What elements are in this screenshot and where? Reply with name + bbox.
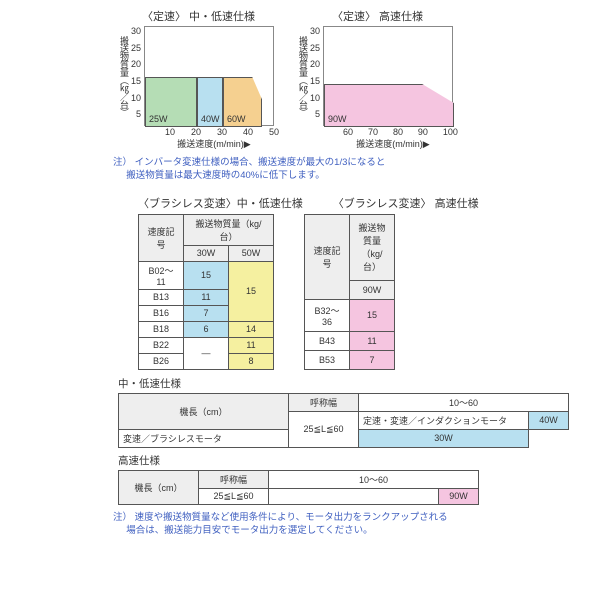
chart-title: 〈定速〉 高速仕様 — [297, 8, 458, 24]
table-brushless-high: 速度記号搬送物質量（kg/台）90WB32～3615B4311B537 — [304, 214, 395, 370]
x-axis-label: 搬送速度(m/min)▶ — [149, 137, 279, 150]
table-brushless-low: 速度記号搬送物質量（kg/台）30W50WB02～111515B1311B167… — [138, 214, 274, 370]
note-2: 注） 速度や搬送物質量など使用条件により、モータ出力をランクアップされる 場合は… — [113, 511, 592, 538]
chart-left: 〈定速〉 中・低速仕様 搬送物質量（㎏／台） 30252015105 25W40… — [118, 8, 279, 150]
note-line: インバータ変速仕様の場合、搬送速度が最大の1/3になると — [135, 157, 386, 168]
spec-table-high: 機長（cm）呼称幅10～6025≦L≦6090W — [118, 470, 479, 505]
x-ticks: 1020304050 — [149, 126, 279, 137]
charts-container: 〈定速〉 中・低速仕様 搬送物質量（㎏／台） 30252015105 25W40… — [8, 8, 592, 150]
chart-right: 〈定速〉 高速仕様 搬送物質量（㎏／台） 30252015105 90W 607… — [297, 8, 458, 150]
x-axis-label: 搬送速度(m/min)▶ — [328, 137, 458, 150]
plot-area: 25W40W60W — [144, 26, 274, 126]
table-titles: 〈ブラシレス変速〉中・低速仕様 〈ブラシレス変速〉 高速仕様 — [138, 191, 592, 214]
spec-tables: 中・低速仕様 機長（cm）呼称幅10～6025≦L≦60定速・変速／インダクショ… — [118, 376, 592, 505]
spec-title: 高速仕様 — [118, 453, 592, 468]
note-line: 搬送物質量は最大速度時の40%に低下します。 — [126, 170, 325, 181]
note-prefix: 注） — [113, 512, 132, 523]
chart-title: 〈定速〉 中・低速仕様 — [118, 8, 279, 24]
note-1: 注） インバータ変速仕様の場合、搬送速度が最大の1/3になると 搬送物質量は最大… — [113, 156, 592, 183]
y-ticks: 30252015105 — [131, 26, 144, 126]
plot-area: 90W — [323, 26, 453, 126]
y-axis-label: 搬送物質量（㎏／台） — [118, 36, 131, 116]
tables-row: 速度記号搬送物質量（kg/台）30W50WB02～111515B1311B167… — [138, 214, 592, 370]
y-ticks: 30252015105 — [310, 26, 323, 126]
note-prefix: 注） — [113, 157, 132, 168]
spec-title: 中・低速仕様 — [118, 376, 592, 391]
note-line: 場合は、搬送能力目安でモータ出力を選定してください。 — [126, 525, 372, 536]
table-title-right: 〈ブラシレス変速〉 高速仕様 — [333, 195, 479, 211]
spec-table-low: 機長（cm）呼称幅10～6025≦L≦60定速・変速／インダクションモータ40W… — [118, 393, 569, 448]
y-axis-label: 搬送物質量（㎏／台） — [297, 36, 310, 116]
table-title-left: 〈ブラシレス変速〉中・低速仕様 — [138, 195, 303, 211]
x-ticks: 60708090100 — [328, 126, 458, 137]
note-line: 速度や搬送物質量など使用条件により、モータ出力をランクアップされる — [135, 512, 448, 523]
